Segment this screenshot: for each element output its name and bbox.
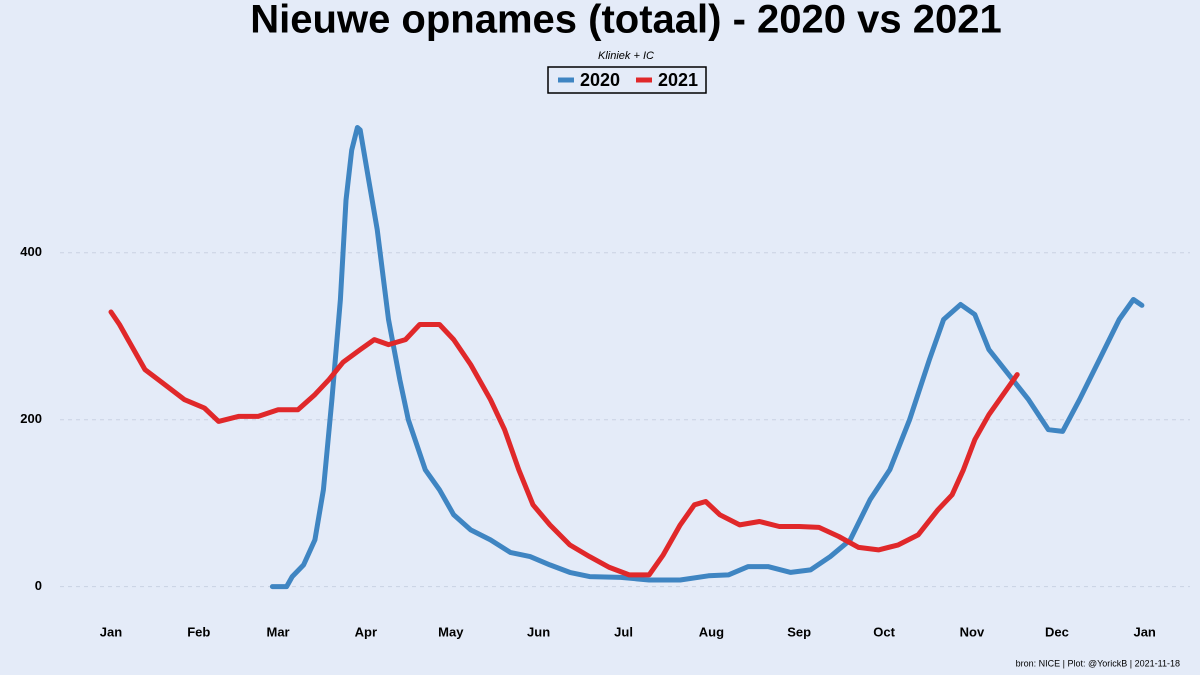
y-tick-label: 400 [20,244,42,259]
x-tick-label: Sep [787,624,811,639]
y-tick-label: 200 [20,411,42,426]
series-line [269,125,1145,590]
x-tick-label: Feb [187,624,210,639]
x-tick-label: May [438,624,464,639]
x-tick-label: Aug [699,624,724,639]
x-tick-label: Jan [100,624,122,639]
x-tick-label: Jun [527,624,550,639]
chart-title: Nieuwe opnames (totaal) - 2020 vs 2021 [250,0,1001,42]
x-tick-label: Nov [960,624,985,639]
legend-label: 2020 [580,70,620,90]
x-tick-label: Mar [267,624,290,639]
y-tick-label: 0 [35,578,42,593]
caption: bron: NICE | Plot: @YorickB | 2021-11-18 [1016,658,1180,668]
x-tick-label: Jul [614,624,633,639]
series-line [108,309,1020,578]
x-tick-label: Apr [355,624,377,639]
x-tick-label: Jan [1133,624,1155,639]
chart-subtitle: Kliniek + IC [598,50,654,62]
x-tick-label: Dec [1045,624,1069,639]
x-tick-label: Oct [873,624,895,639]
legend-label: 2021 [658,70,698,90]
legend-box [547,66,707,94]
